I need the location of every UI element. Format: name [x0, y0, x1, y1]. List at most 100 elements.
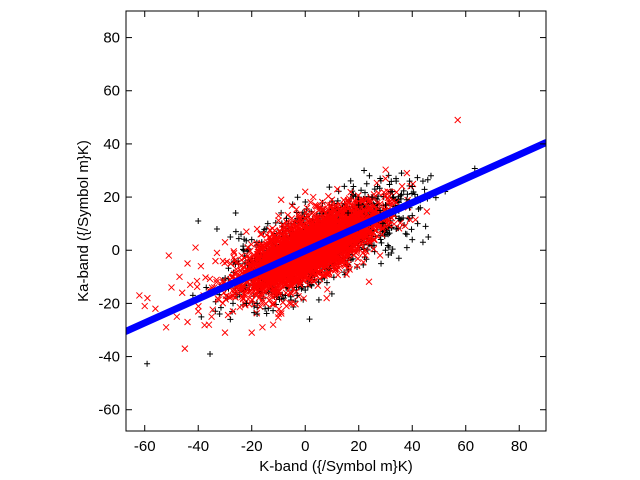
point-cloud-mark [346, 245, 354, 252]
point-cloud-mark [402, 230, 409, 237]
data-point-plus [262, 305, 269, 312]
point-cloud-mark [306, 276, 314, 284]
data-point-x [301, 188, 309, 196]
point-cloud-mark [231, 287, 239, 294]
data-point-plus [350, 183, 357, 190]
data-point-plus [203, 284, 210, 291]
point-cloud-mark [259, 283, 267, 290]
point-cloud-mark [305, 264, 313, 271]
point-cloud-mark [370, 242, 377, 249]
point-cloud-mark [324, 256, 332, 264]
point-cloud-mark [323, 249, 331, 257]
data-point-x [178, 289, 186, 297]
point-cloud-mark [278, 225, 286, 232]
point-cloud-mark [227, 260, 235, 268]
data-point-plus [371, 186, 378, 193]
point-cloud-mark [367, 198, 375, 206]
point-cloud-mark [262, 241, 270, 248]
point-cloud-mark [376, 200, 384, 208]
point-cloud-mark [259, 291, 267, 299]
data-point-plus [238, 231, 245, 238]
data-point-plus [363, 180, 370, 187]
point-cloud-mark [274, 289, 282, 297]
point-cloud-mark [335, 188, 342, 195]
point-cloud-mark [292, 288, 300, 295]
data-point-x [307, 199, 314, 206]
point-cloud-mark [295, 292, 302, 300]
point-cloud-mark [212, 308, 219, 315]
data-point-plus [355, 202, 362, 209]
data-point-plus [213, 225, 220, 232]
point-cloud-mark [250, 300, 258, 308]
point-cloud-mark [278, 278, 286, 286]
point-cloud-mark [292, 222, 300, 230]
point-cloud-mark [373, 232, 381, 240]
point-cloud-mark [233, 269, 241, 276]
data-point-plus [374, 183, 381, 190]
point-cloud-mark [314, 248, 321, 256]
point-cloud-mark [296, 224, 304, 231]
data-point-plus [377, 175, 384, 182]
point-cloud-mark [304, 253, 311, 261]
data-point-plus [385, 231, 392, 238]
data-point-x [184, 260, 191, 267]
point-cloud-mark [248, 241, 255, 248]
point-cloud-mark [301, 266, 309, 273]
point-cloud-mark [292, 300, 299, 308]
point-cloud-mark [333, 265, 341, 273]
point-cloud-mark [347, 188, 355, 196]
point-cloud-mark [255, 254, 263, 262]
point-cloud-mark [342, 239, 350, 246]
data-point-plus [345, 210, 352, 217]
point-cloud-mark [283, 218, 290, 226]
point-cloud-mark [354, 212, 362, 220]
point-cloud-mark [209, 306, 217, 314]
point-cloud-mark [274, 237, 281, 245]
point-cloud-mark [296, 257, 303, 265]
point-cloud-mark [289, 280, 297, 287]
data-point-x [205, 321, 213, 329]
point-cloud-mark [259, 242, 266, 250]
point-cloud-mark [343, 271, 350, 278]
point-cloud-mark [365, 278, 373, 286]
data-point-plus [264, 220, 271, 227]
point-cloud-mark [360, 205, 368, 213]
point-cloud-mark [384, 242, 391, 249]
point-cloud-mark [370, 245, 378, 253]
point-cloud-mark [295, 220, 303, 228]
point-cloud-mark [333, 242, 340, 250]
point-cloud-mark [246, 247, 254, 255]
data-point-x [382, 175, 389, 182]
data-point-x [173, 313, 181, 321]
data-point-plus [254, 311, 261, 318]
point-cloud-mark [244, 248, 251, 255]
data-point-plus [425, 233, 432, 240]
point-cloud-mark [312, 224, 319, 231]
data-point-plus [283, 215, 290, 222]
point-cloud-mark [350, 251, 358, 259]
point-cloud-mark [315, 296, 322, 303]
point-cloud-mark [309, 233, 317, 241]
point-cloud-mark [280, 224, 288, 232]
point-cloud-mark [244, 260, 252, 268]
point-cloud-mark [230, 248, 238, 255]
point-cloud-mark [206, 275, 214, 283]
data-point-x [194, 308, 202, 315]
data-point-x [162, 323, 170, 331]
data-point-plus [302, 287, 309, 294]
point-cloud-mark [193, 277, 201, 285]
point-cloud-mark [310, 227, 318, 235]
point-cloud-mark [213, 278, 220, 286]
point-cloud-mark [312, 202, 320, 210]
point-cloud-mark [292, 279, 300, 287]
point-cloud-mark [341, 262, 349, 270]
point-cloud-mark [287, 290, 295, 298]
point-cloud-mark [238, 284, 246, 291]
point-cloud-mark [245, 254, 253, 262]
point-cloud-mark [388, 225, 395, 232]
point-cloud-mark [269, 242, 277, 250]
data-point-plus [232, 210, 239, 217]
point-cloud-mark [423, 208, 431, 215]
point-cloud-mark [343, 250, 351, 257]
